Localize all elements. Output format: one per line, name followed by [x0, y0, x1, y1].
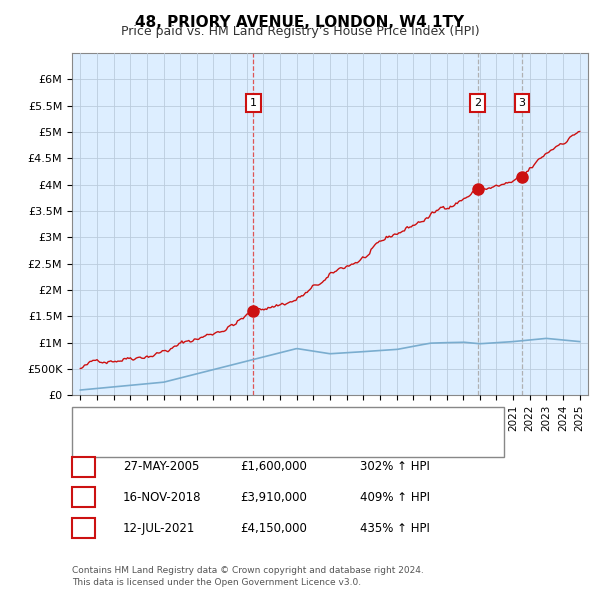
Text: 3: 3 — [518, 98, 526, 108]
Text: £4,150,000: £4,150,000 — [240, 522, 307, 535]
Text: 2: 2 — [80, 491, 87, 504]
Text: 16-NOV-2018: 16-NOV-2018 — [123, 491, 202, 504]
Text: 27-MAY-2005: 27-MAY-2005 — [123, 460, 199, 473]
Text: 409% ↑ HPI: 409% ↑ HPI — [360, 491, 430, 504]
Text: HPI: Average price, detached house, Hounslow: HPI: Average price, detached house, Houn… — [117, 438, 377, 448]
Text: 435% ↑ HPI: 435% ↑ HPI — [360, 522, 430, 535]
Text: 1: 1 — [80, 460, 87, 473]
Text: £1,600,000: £1,600,000 — [240, 460, 307, 473]
Text: 48, PRIORY AVENUE, LONDON, W4 1TY (detached house): 48, PRIORY AVENUE, LONDON, W4 1TY (detac… — [117, 416, 434, 426]
Text: £3,910,000: £3,910,000 — [240, 491, 307, 504]
Text: 3: 3 — [80, 522, 87, 535]
Text: 48, PRIORY AVENUE, LONDON, W4 1TY: 48, PRIORY AVENUE, LONDON, W4 1TY — [136, 15, 464, 30]
Text: 2: 2 — [474, 98, 481, 108]
Text: Price paid vs. HM Land Registry’s House Price Index (HPI): Price paid vs. HM Land Registry’s House … — [121, 25, 479, 38]
Text: 302% ↑ HPI: 302% ↑ HPI — [360, 460, 430, 473]
Text: 12-JUL-2021: 12-JUL-2021 — [123, 522, 196, 535]
Text: Contains HM Land Registry data © Crown copyright and database right 2024.
This d: Contains HM Land Registry data © Crown c… — [72, 566, 424, 587]
Text: 1: 1 — [250, 98, 257, 108]
